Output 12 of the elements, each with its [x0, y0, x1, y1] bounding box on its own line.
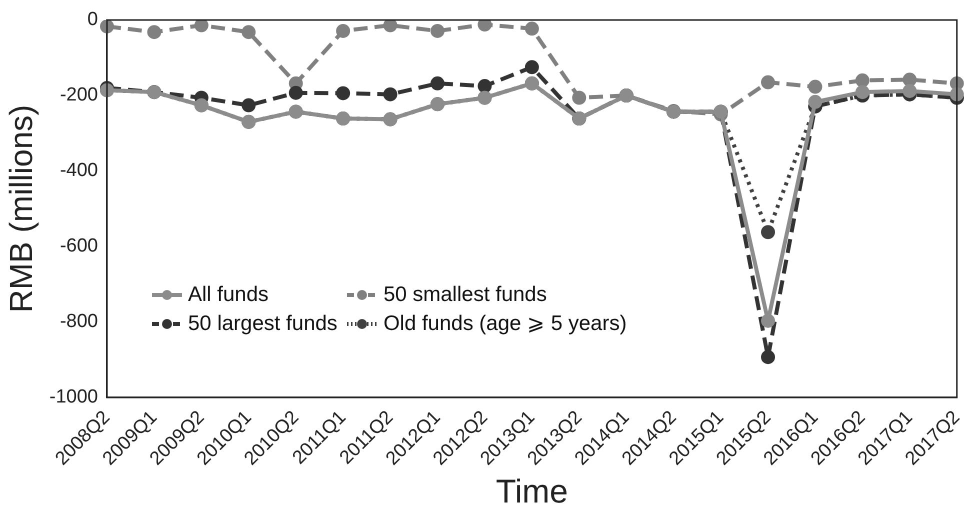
- legend-label: 50 largest funds: [188, 312, 338, 336]
- y-axis-title: RMB (millions): [3, 104, 40, 313]
- y-tick-label: 0: [87, 9, 98, 30]
- x-axis-title: Time: [496, 472, 568, 510]
- y-tick-label: -600: [60, 236, 98, 257]
- legend-label: 50 smallest funds: [383, 283, 547, 307]
- legend-label: Old funds (age ⩾ 5 years): [383, 311, 627, 336]
- y-tick-label: -400: [60, 160, 98, 182]
- y-tick-label: -200: [60, 84, 98, 106]
- y-tick-label: -1000: [49, 386, 98, 408]
- y-tick-label: -800: [60, 311, 98, 332]
- legend-label: All funds: [188, 283, 269, 307]
